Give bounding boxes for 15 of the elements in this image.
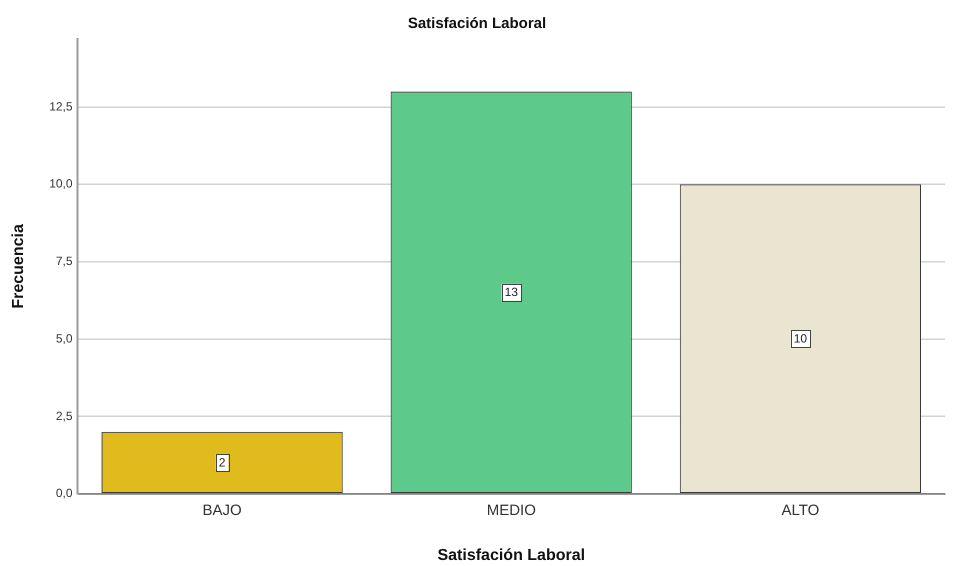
chart-title: Satisfación Laboral	[408, 15, 546, 32]
y-tick-label: 10,0	[49, 176, 73, 191]
y-tick-label: 2,5	[56, 408, 73, 423]
x-tick-label: MEDIO	[486, 502, 536, 519]
data-label: 2	[218, 455, 226, 470]
x-tick-label: ALTO	[782, 502, 820, 519]
y-tick-label: 12,5	[49, 99, 73, 114]
y-axis-title: Frecuencia	[10, 224, 28, 309]
y-tick-label: 7,5	[56, 254, 73, 268]
data-label: 13	[504, 285, 518, 300]
data-label: 10	[794, 332, 808, 346]
y-tick-label: 5,0	[56, 331, 73, 346]
x-axis-title: Satisfación Laboral	[437, 546, 586, 564]
x-tick-label: BAJO	[202, 502, 242, 519]
y-tick-label: 0,0	[56, 486, 73, 500]
